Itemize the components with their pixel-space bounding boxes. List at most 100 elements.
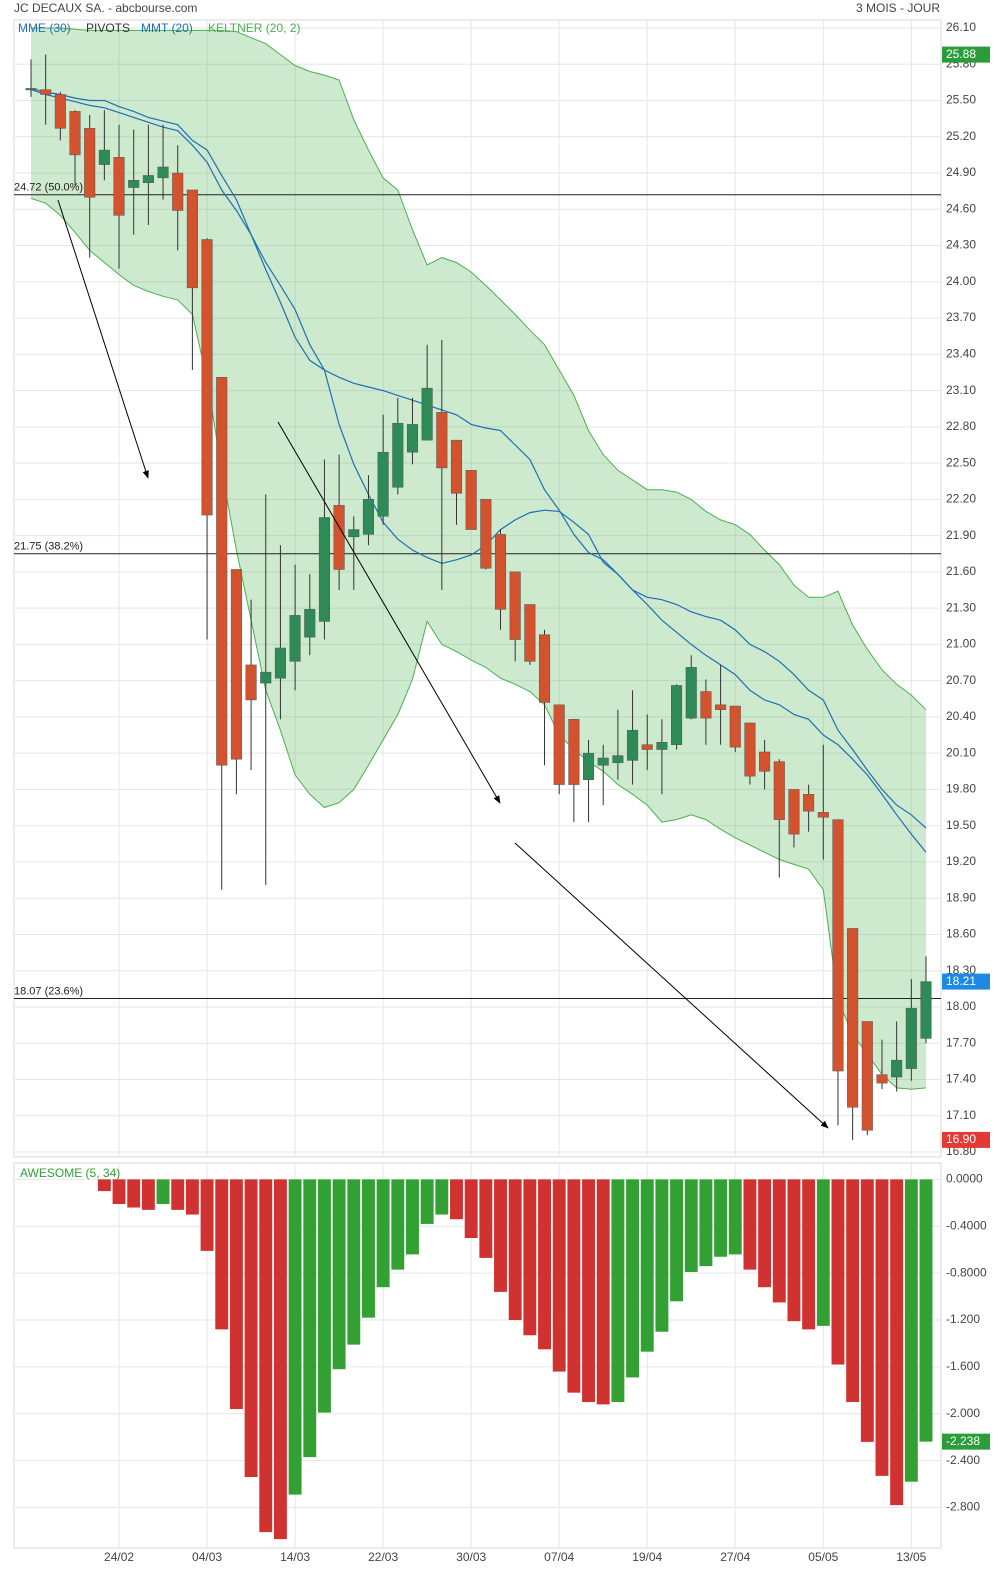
y-tick-label: -1.200: [946, 1312, 980, 1326]
oscillator-bar: [684, 1179, 698, 1272]
oscillator-bar: [112, 1179, 126, 1205]
oscillator-bar: [347, 1179, 361, 1345]
oscillator-bar: [508, 1179, 522, 1321]
candle-body: [40, 89, 52, 95]
oscillator-bar: [479, 1179, 493, 1258]
y-tick-label: 21.30: [946, 600, 976, 614]
candle-body: [583, 752, 595, 781]
y-tick-label: -2.000: [946, 1406, 980, 1420]
oscillator-bar: [714, 1179, 728, 1257]
candle-body: [509, 571, 521, 640]
candle-body: [318, 517, 330, 622]
candle-body: [480, 499, 492, 569]
oscillator-bar: [185, 1179, 199, 1215]
oscillator-bar: [816, 1179, 830, 1326]
oscillator-bar: [699, 1179, 713, 1267]
candle-body: [84, 128, 96, 198]
label-layer: JC DECAUX SA. - abcbourse.com 3 MOIS - J…: [14, 1, 990, 1564]
pivot-label: 18.07 (23.6%): [14, 985, 83, 997]
x-tick-label: 24/02: [104, 1550, 134, 1564]
candle-body: [538, 634, 551, 703]
x-tick-label: 27/04: [720, 1550, 750, 1564]
price-marker-label: 16.90: [946, 1132, 976, 1146]
candle-body: [803, 794, 815, 812]
oscillator-bar: [875, 1179, 889, 1476]
candle-body: [274, 647, 286, 679]
y-tick-label: 0.0000: [946, 1172, 983, 1186]
y-tick-label: -1.600: [946, 1359, 980, 1373]
candle-body: [465, 470, 477, 530]
y-tick-label: 24.00: [946, 274, 976, 288]
candle-body: [832, 819, 844, 1072]
y-tick-label: 24.30: [946, 238, 976, 252]
candle-body: [54, 94, 66, 129]
oscillator-bar: [787, 1179, 801, 1322]
y-tick-label: 20.70: [946, 673, 976, 687]
candle-body: [128, 180, 140, 188]
candle-body: [847, 928, 859, 1108]
candle-body: [671, 685, 683, 745]
price-marker-label: 18.21: [946, 974, 976, 988]
candle-body: [333, 505, 345, 570]
oscillator-bar: [802, 1179, 816, 1330]
candle-body: [377, 451, 389, 517]
chart-title: JC DECAUX SA. - abcbourse.com: [14, 1, 197, 15]
oscillator-title: AWESOME (5, 34): [20, 1166, 120, 1180]
x-tick-label: 13/05: [896, 1550, 926, 1564]
price-marker: [942, 973, 990, 990]
candle-body: [69, 111, 81, 156]
y-tick-label: 21.00: [946, 637, 976, 651]
oscillator-bar: [743, 1179, 757, 1270]
y-tick-label: 20.10: [946, 745, 976, 759]
oscillator-bar: [890, 1179, 904, 1506]
candle-body: [524, 604, 536, 662]
y-tick-label: 18.60: [946, 927, 976, 941]
oscillator-bar: [670, 1179, 684, 1302]
candle-body: [553, 704, 565, 785]
y-tick-label: 24.60: [946, 201, 976, 215]
candle-body: [641, 744, 653, 750]
oscillator-bar: [464, 1179, 478, 1238]
y-tick-label: 26.10: [946, 20, 976, 34]
candle-body: [260, 671, 272, 684]
candle-body: [744, 722, 756, 777]
oscillator-bar: [846, 1179, 860, 1403]
oscillator-bar: [391, 1179, 405, 1270]
y-tick-label: -0.8000: [946, 1265, 987, 1279]
oscillator-bar: [244, 1179, 258, 1478]
y-tick-label: -2.400: [946, 1453, 980, 1467]
candle-body: [362, 499, 374, 535]
candle-body: [568, 719, 580, 785]
candle-body: [421, 387, 433, 441]
legend-entry: PIVOTS: [86, 21, 130, 35]
candle-body: [891, 1059, 903, 1078]
oscillator-bar: [171, 1179, 185, 1210]
y-tick-label: 19.20: [946, 854, 976, 868]
oscillator-bar: [200, 1179, 214, 1251]
y-tick-label: 25.50: [946, 93, 976, 107]
oscillator-bar: [450, 1179, 463, 1220]
x-tick-label: 04/03: [192, 1550, 222, 1564]
oscillator-bar: [904, 1179, 918, 1482]
candle-body: [700, 691, 712, 719]
candle-body: [861, 1021, 873, 1131]
candle-body: [788, 789, 800, 835]
y-tick-label: -2.800: [946, 1500, 980, 1514]
y-tick-label: -0.4000: [946, 1218, 987, 1232]
candle-body: [612, 755, 624, 764]
candle-body: [494, 534, 507, 610]
oscillator-bar: [156, 1179, 170, 1205]
oscillator-bar: [435, 1179, 449, 1215]
y-tick-label: 22.20: [946, 492, 976, 506]
y-tick-label: 21.60: [946, 564, 976, 578]
y-tick-label: 18.90: [946, 890, 976, 904]
y-tick-label: 19.80: [946, 782, 976, 796]
candle-body: [773, 761, 785, 820]
x-tick-label: 19/04: [632, 1550, 662, 1564]
candle-body: [142, 175, 154, 183]
y-tick-label: 17.10: [946, 1108, 976, 1122]
candle-body: [98, 149, 110, 165]
oscillator-bar: [758, 1179, 772, 1288]
x-tick-label: 07/04: [544, 1550, 574, 1564]
